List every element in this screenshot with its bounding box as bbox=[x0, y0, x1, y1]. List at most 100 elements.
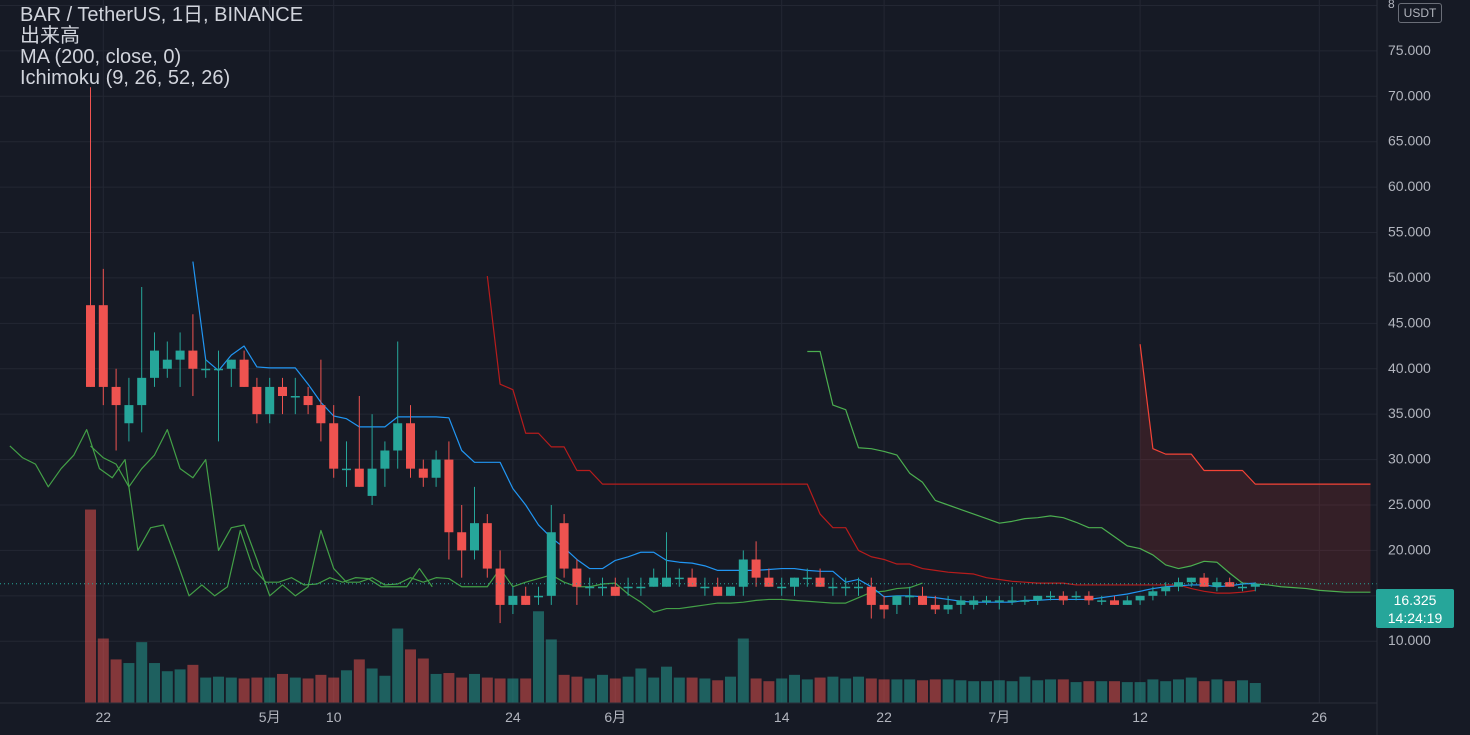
price-tick-label: 65.000 bbox=[1388, 133, 1431, 149]
candle-body bbox=[572, 568, 582, 587]
candle-body bbox=[841, 586, 851, 589]
candle-body bbox=[994, 600, 1004, 602]
time-tick-label: 22 bbox=[876, 709, 892, 725]
volume-bar bbox=[686, 677, 698, 703]
volume-bar bbox=[571, 676, 583, 703]
candle-body bbox=[239, 359, 249, 387]
candle-body bbox=[802, 577, 812, 580]
candle-body bbox=[201, 368, 211, 371]
volume-bar bbox=[238, 678, 250, 703]
volume-bar bbox=[955, 680, 967, 703]
candle-body bbox=[188, 350, 198, 369]
time-axis-ticks: 22 5月 10 24 6月 14 22 7月 12 26 bbox=[96, 709, 1328, 725]
candle-body bbox=[367, 468, 377, 496]
candle-body bbox=[866, 586, 876, 605]
volume-bar bbox=[929, 679, 941, 703]
volume-bar bbox=[353, 659, 365, 703]
volume-bar bbox=[1198, 681, 1210, 703]
kijun-sen-line bbox=[486, 276, 1256, 594]
candle-body bbox=[1199, 577, 1209, 587]
volume-bar bbox=[814, 677, 826, 703]
volume-bar bbox=[750, 678, 762, 703]
candle-body bbox=[674, 577, 684, 580]
volume-bar bbox=[1185, 677, 1197, 703]
candle-body bbox=[1058, 595, 1068, 601]
volume-bar bbox=[1211, 679, 1223, 703]
candles-layer bbox=[86, 87, 1260, 624]
volume-bar bbox=[865, 678, 877, 703]
candle-body bbox=[982, 600, 991, 602]
volume-bar bbox=[1237, 680, 1248, 703]
currency-unit-badge[interactable]: USDT bbox=[1398, 3, 1442, 23]
candle-body bbox=[482, 523, 492, 569]
legend-volume[interactable]: 出来高 bbox=[20, 25, 80, 47]
candle-body bbox=[943, 604, 953, 610]
volume-bar bbox=[942, 679, 954, 703]
candle-body bbox=[354, 468, 364, 487]
volume-bar bbox=[1057, 679, 1069, 703]
candle-body bbox=[1238, 586, 1247, 589]
volume-bar bbox=[533, 611, 544, 703]
candle-body bbox=[969, 600, 979, 605]
volume-bar bbox=[443, 673, 455, 703]
candle-body bbox=[431, 459, 441, 478]
current-price-label: 16.325 bbox=[1393, 592, 1437, 608]
candle-body bbox=[777, 586, 787, 589]
tenkan-sen-line bbox=[192, 261, 1256, 603]
volume-bar bbox=[328, 677, 340, 703]
volume-bar bbox=[417, 658, 429, 703]
volume-bar bbox=[801, 679, 813, 703]
volume-bar bbox=[1224, 681, 1236, 703]
volume-bar bbox=[149, 663, 160, 703]
legend-ma[interactable]: MA (200, close, 0) bbox=[20, 46, 182, 68]
volume-layer bbox=[85, 509, 1261, 703]
volume-bar bbox=[507, 678, 519, 703]
volume-bar bbox=[264, 677, 276, 703]
candle-body bbox=[1071, 595, 1081, 598]
candle-body bbox=[418, 468, 428, 478]
volume-bar bbox=[917, 680, 928, 703]
indicator-lines-layer bbox=[9, 261, 1371, 613]
time-tick-label: 14 bbox=[774, 709, 790, 725]
legend-ichimoku[interactable]: Ichimoku (9, 26, 52, 26) bbox=[20, 67, 231, 89]
candle-body bbox=[1007, 600, 1017, 602]
volume-bar bbox=[1070, 682, 1082, 703]
candle-body bbox=[137, 377, 147, 406]
ichimoku-cloud-layer bbox=[1140, 344, 1371, 593]
candle-body bbox=[534, 595, 543, 598]
axis-layer[interactable]: 75.000 70.000 65.000 60.000 55.000 50.000 45.0… bbox=[0, 0, 1431, 735]
candle-body bbox=[380, 450, 390, 469]
volume-bar bbox=[456, 677, 468, 703]
candle-body bbox=[879, 604, 889, 610]
candle-body bbox=[700, 586, 710, 589]
volume-bar bbox=[891, 679, 903, 703]
candle-body bbox=[214, 368, 223, 371]
candle-body bbox=[342, 468, 351, 471]
volume-bar bbox=[712, 680, 724, 703]
candle-body bbox=[687, 577, 697, 587]
candle-body bbox=[905, 595, 915, 598]
price-tick-label: 45.000 bbox=[1388, 314, 1431, 330]
candle-body bbox=[918, 595, 927, 605]
volume-bar bbox=[609, 678, 621, 703]
time-tick-label: 26 bbox=[1312, 709, 1328, 725]
legend-symbol[interactable]: BAR / TetherUS, 1日, BINANCE bbox=[20, 4, 304, 26]
candle-countdown: 14:24:19 bbox=[1387, 610, 1443, 626]
candle-body bbox=[1020, 600, 1030, 602]
price-tick-label: 10.000 bbox=[1388, 632, 1431, 648]
price-tick-label: 35.000 bbox=[1388, 405, 1431, 421]
price-tick-label: 20.000 bbox=[1388, 541, 1431, 557]
volume-bar bbox=[725, 676, 736, 703]
candle-body bbox=[598, 586, 607, 589]
candle-body bbox=[764, 577, 774, 587]
volume-bar bbox=[110, 659, 122, 703]
price-axis-ticks: 75.000 70.000 65.000 60.000 55.000 50.000 45.0… bbox=[1388, 42, 1431, 648]
volume-bar bbox=[405, 649, 416, 703]
candle-body bbox=[175, 350, 185, 360]
volume-bar bbox=[251, 677, 263, 703]
volume-bar bbox=[789, 674, 800, 703]
price-tick-label: 75.000 bbox=[1388, 42, 1431, 58]
candle-body bbox=[1110, 600, 1119, 605]
